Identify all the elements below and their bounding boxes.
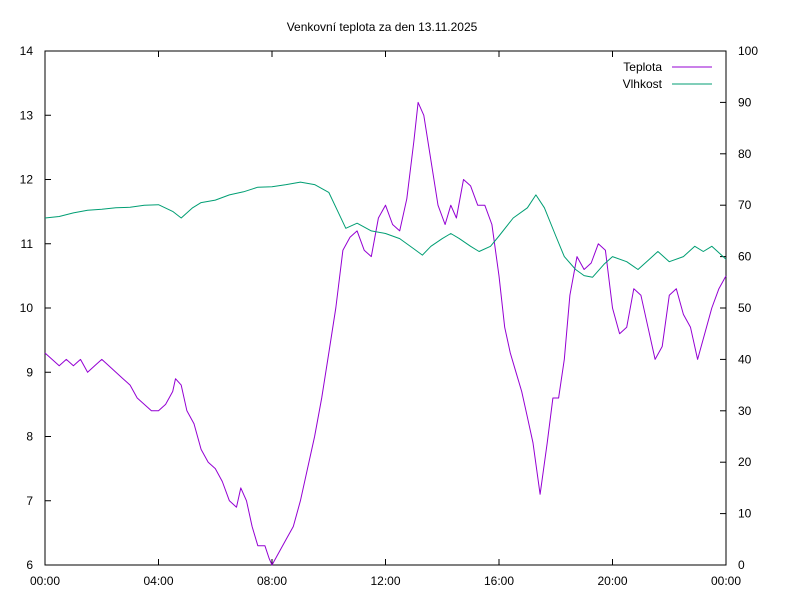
y-left-tick-label: 11 [21,237,34,251]
x-axis: 00:00 04:00 08:00 12:00 16:00 20:00 00:00 [30,51,741,588]
y-right-tick-label: 60 [738,250,752,264]
y-left-tick-label: 10 [20,301,34,315]
y-right-tick-label: 30 [738,404,752,418]
y-axis-right: 0 10 20 30 40 50 60 70 80 90 100 [720,44,758,572]
y-right-tick-label: 20 [738,455,752,469]
y-left-tick-label: 8 [26,430,33,444]
legend-label-teplota: Teplota [623,60,662,74]
y-right-tick-label: 80 [738,147,752,161]
legend-label-vlhkost: Vlhkost [623,77,663,91]
x-tick-label: 00:00 [711,574,741,588]
y-right-tick-label: 100 [738,44,758,58]
x-tick-label: 00:00 [30,574,60,588]
y-axis-left: 6 7 8 9 10 11 12 13 14 [20,44,51,572]
y-left-tick-label: 12 [20,173,34,187]
x-tick-label: 04:00 [143,574,173,588]
y-right-tick-label: 10 [738,507,752,521]
chart-title: Venkovní teplota za den 13.11.2025 [287,20,478,34]
y-right-tick-label: 40 [738,352,752,366]
x-tick-label: 08:00 [257,574,287,588]
series-line-teplota [44,101,727,566]
x-tick-label: 20:00 [597,574,627,588]
x-tick-label: 12:00 [370,574,400,588]
y-right-tick-label: 0 [738,558,745,572]
y-left-tick-label: 13 [20,108,34,122]
y-right-tick-label: 50 [738,301,752,315]
y-right-tick-label: 90 [738,95,752,109]
y-left-tick-label: 9 [26,365,33,379]
x-tick-label: 16:00 [484,574,514,588]
series-lines [44,101,727,566]
series-line-vlhkost [44,181,727,278]
y-left-tick-label: 6 [26,558,33,572]
y-right-tick-label: 70 [738,198,752,212]
y-left-tick-label: 7 [26,494,33,508]
plot-frame [44,50,727,566]
legend: Teplota Vlhkost [623,60,712,91]
y-left-tick-label: 14 [20,44,34,58]
